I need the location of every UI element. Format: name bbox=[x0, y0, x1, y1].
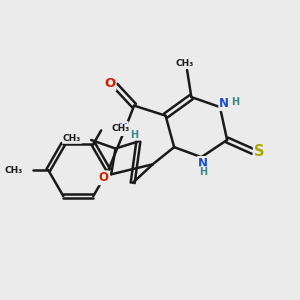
Text: CH₃: CH₃ bbox=[175, 59, 193, 68]
Text: O: O bbox=[98, 171, 108, 184]
Text: N: N bbox=[118, 122, 128, 135]
Text: S: S bbox=[254, 144, 264, 159]
Text: H: H bbox=[130, 130, 138, 140]
Text: H: H bbox=[199, 167, 207, 177]
Text: CH₃: CH₃ bbox=[111, 124, 130, 134]
Text: N: N bbox=[198, 157, 208, 170]
Text: H: H bbox=[231, 97, 239, 107]
Text: CH₃: CH₃ bbox=[63, 134, 81, 143]
Text: O: O bbox=[104, 77, 116, 90]
Text: N: N bbox=[219, 97, 229, 110]
Text: CH₃: CH₃ bbox=[4, 166, 22, 175]
